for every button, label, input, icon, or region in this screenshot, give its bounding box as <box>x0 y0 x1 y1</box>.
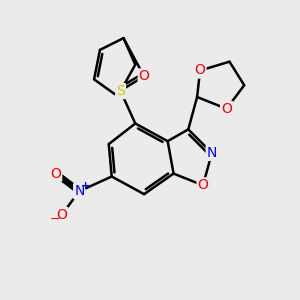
Text: O: O <box>139 69 149 83</box>
Text: −: − <box>50 213 60 226</box>
Text: N: N <box>74 184 85 198</box>
Text: O: O <box>195 64 206 77</box>
Text: N: N <box>207 146 217 160</box>
Text: S: S <box>116 84 125 98</box>
Text: O: O <box>221 102 232 116</box>
Text: O: O <box>50 167 61 181</box>
Text: +: + <box>81 181 90 191</box>
Text: O: O <box>56 208 67 222</box>
Text: O: O <box>198 178 208 192</box>
